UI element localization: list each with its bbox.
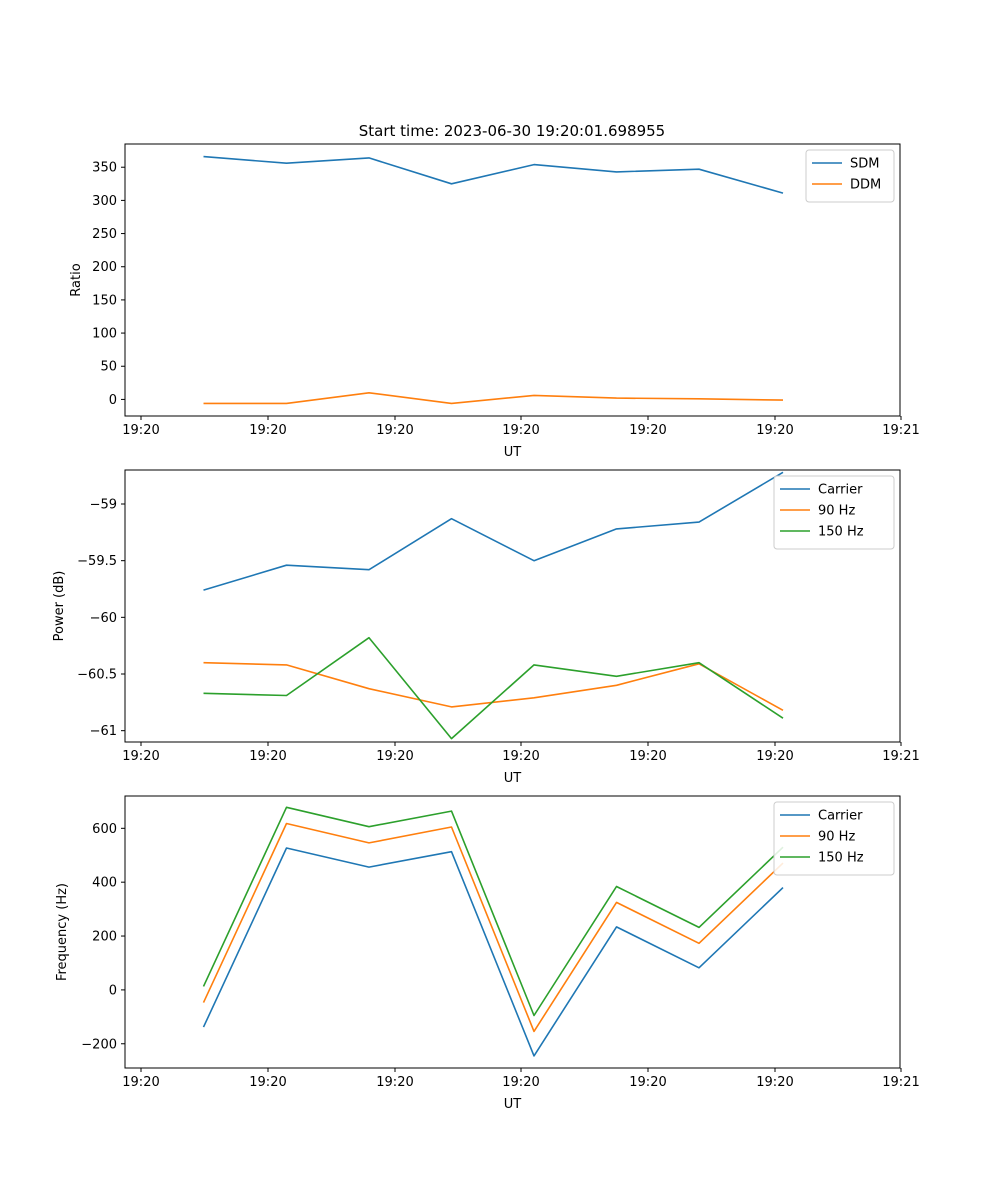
legend: Carrier 90 Hz 150 Hz bbox=[773, 801, 895, 876]
x-tick-label: 19:20 bbox=[249, 749, 286, 764]
x-tick-label: 19:20 bbox=[756, 423, 793, 438]
y-tick-label: 200 bbox=[92, 930, 117, 945]
x-tick-label: 19:20 bbox=[629, 1075, 666, 1090]
legend-label: Carrier bbox=[818, 809, 863, 824]
y-axis-label: Frequency (Hz) bbox=[55, 883, 70, 981]
y-tick-label: 50 bbox=[100, 360, 117, 375]
y-tick-label: 150 bbox=[92, 293, 117, 308]
legend-label: SDM bbox=[850, 157, 879, 172]
series-line-150-hz bbox=[202, 806, 784, 1017]
x-axis-label: UT bbox=[504, 771, 522, 786]
series-line-carrier bbox=[202, 847, 784, 1057]
y-tick-label: −61 bbox=[90, 724, 117, 739]
x-axis-label: UT bbox=[504, 445, 522, 460]
x-tick-label: 19:20 bbox=[502, 423, 539, 438]
y-tick-label: 100 bbox=[92, 327, 117, 342]
x-tick-label: 19:20 bbox=[629, 423, 666, 438]
x-tick-label: 19:20 bbox=[122, 1075, 159, 1090]
y-axis-label: Power (dB) bbox=[52, 571, 67, 642]
chart-title: Start time: 2023-06-30 19:20:01.698955 bbox=[359, 122, 665, 140]
x-tick-label: 19:20 bbox=[376, 1075, 413, 1090]
y-tick-label: 350 bbox=[92, 161, 117, 176]
legend-label: 150 Hz bbox=[818, 525, 864, 540]
y-tick-label: −59.5 bbox=[77, 554, 117, 569]
series-line-carrier bbox=[203, 471, 784, 591]
x-tick-label: 19:20 bbox=[249, 423, 286, 438]
y-tick-label: 200 bbox=[92, 260, 117, 275]
x-axis-label: UT bbox=[504, 1097, 522, 1112]
y-tick-label: 0 bbox=[109, 393, 117, 408]
x-tick-label: 19:20 bbox=[756, 749, 793, 764]
legend: Carrier 90 Hz 150 Hz bbox=[773, 475, 895, 550]
y-tick-label: −60 bbox=[90, 611, 117, 626]
axes-frame bbox=[124, 469, 901, 743]
x-tick-label: 19:21 bbox=[882, 1075, 919, 1090]
x-tick-label: 19:20 bbox=[249, 1075, 286, 1090]
panel-3: 19:20 19:20 19:20 19:20 19:20 19:20 19:21 −200 0… bbox=[55, 795, 920, 1112]
y-tick-label: 400 bbox=[92, 876, 117, 891]
y-tick-label: 300 bbox=[92, 194, 117, 209]
series-line-sdm bbox=[203, 155, 784, 194]
x-tick-label: 19:20 bbox=[502, 749, 539, 764]
y-tick-label: 0 bbox=[109, 983, 117, 998]
series-line-ddm bbox=[203, 391, 784, 405]
x-tick-label: 19:20 bbox=[629, 749, 666, 764]
legend-label: 150 Hz bbox=[818, 851, 864, 866]
x-tick-label: 19:20 bbox=[122, 423, 159, 438]
legend-label: 90 Hz bbox=[818, 830, 855, 845]
x-tick-label: 19:20 bbox=[376, 749, 413, 764]
legend-label: DDM bbox=[850, 178, 881, 193]
x-tick-label: 19:21 bbox=[882, 749, 919, 764]
axes-frame bbox=[124, 795, 901, 1069]
x-tick-label: 19:21 bbox=[882, 423, 919, 438]
legend-label: 90 Hz bbox=[818, 504, 855, 519]
series-line-90-hz bbox=[202, 822, 784, 1033]
y-tick-label: 600 bbox=[92, 822, 117, 837]
chart-panels: 19:20 19:20 19:20 19:20 19:20 19:20 19:21 0 50 10… bbox=[52, 143, 920, 1112]
y-tick-label: −59 bbox=[90, 498, 117, 513]
legend-label: Carrier bbox=[818, 483, 863, 498]
panel-1: 19:20 19:20 19:20 19:20 19:20 19:20 19:21 0 50 10… bbox=[69, 143, 920, 460]
x-tick-label: 19:20 bbox=[122, 749, 159, 764]
y-tick-label: −200 bbox=[81, 1037, 117, 1052]
x-tick-label: 19:20 bbox=[376, 423, 413, 438]
panel-2: 19:20 19:20 19:20 19:20 19:20 19:20 19:21 −61 −6… bbox=[52, 469, 920, 786]
x-tick-label: 19:20 bbox=[502, 1075, 539, 1090]
legend: SDM DDM bbox=[805, 149, 895, 203]
x-tick-label: 19:20 bbox=[756, 1075, 793, 1090]
y-tick-label: −60.5 bbox=[77, 668, 117, 683]
y-axis-label: Ratio bbox=[69, 263, 84, 296]
axes-frame bbox=[124, 143, 901, 417]
y-tick-label: 250 bbox=[92, 227, 117, 242]
series-line-150-hz bbox=[203, 636, 784, 740]
